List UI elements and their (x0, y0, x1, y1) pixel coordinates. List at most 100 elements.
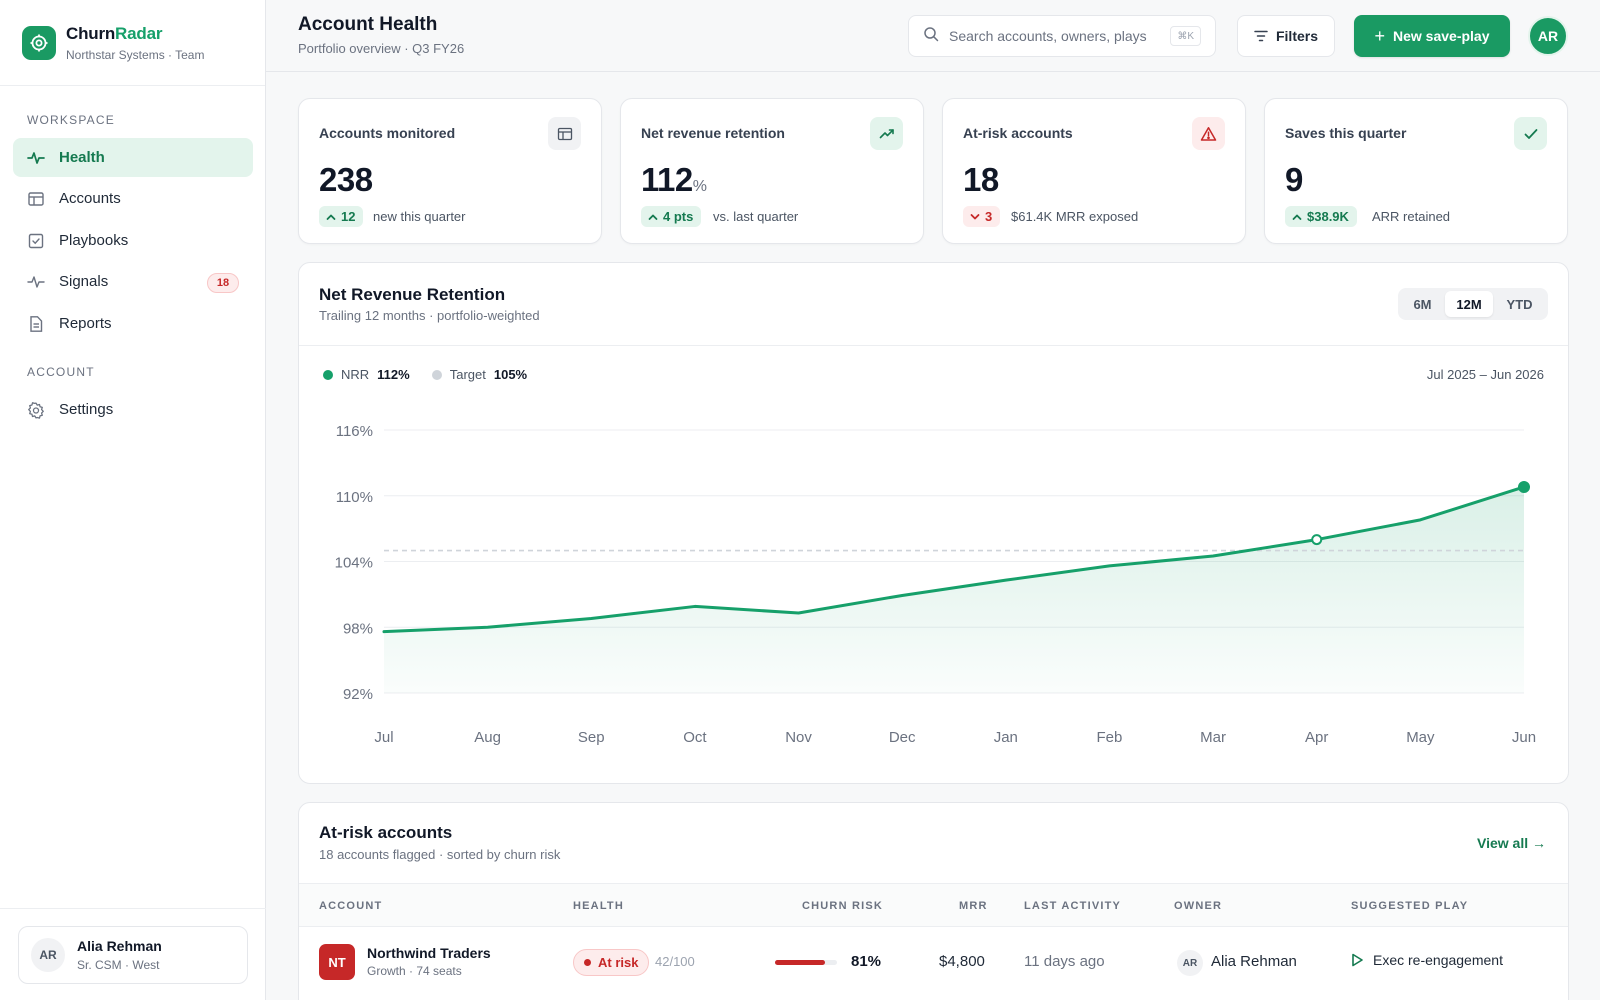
user-profile-card[interactable]: AR Alia Rehman Sr. CSM · West (18, 926, 248, 984)
brand-name: ChurnRadar (66, 23, 163, 43)
nrr-line (382, 485, 1526, 634)
kpi-card-accounts-monitored: Accounts monitored 238 12 new this quart… (298, 98, 602, 244)
brand-org: Northstar Systems · Team (66, 47, 205, 62)
sidebar-item-health[interactable]: Health (13, 138, 253, 177)
range-6m-button[interactable]: 6M (1413, 296, 1432, 312)
last-activity: 11 days ago (1024, 953, 1105, 970)
sidebar-item-label: Signals (59, 273, 109, 290)
top-header: Account Health Portfolio overview · Q3 F… (266, 0, 1600, 72)
table-header: ACCOUNT HEALTH CHURN RISK MRR LAST ACTIV… (299, 883, 1568, 927)
table-icon (548, 117, 581, 150)
health-status-badge: At risk (573, 949, 650, 976)
x-tick-label: Dec (889, 729, 916, 746)
legend-nrr-label: NRR (341, 367, 370, 382)
table-row[interactable]: NT Northwind Traders Growth · 74 seats A… (299, 927, 1568, 995)
document-icon (27, 315, 45, 333)
x-tick-label: Oct (683, 729, 707, 746)
chart-subtitle: Trailing 12 months · portfolio-weighted (319, 308, 540, 323)
nrr-data-point (1311, 534, 1323, 546)
sidebar-item-label: Settings (59, 401, 114, 418)
column-header-health[interactable]: HEALTH (573, 900, 624, 912)
sidebar-item-settings[interactable]: Settings (13, 390, 253, 429)
warning-icon (1192, 117, 1225, 150)
sidebar-item-reports[interactable]: Reports (13, 304, 253, 343)
chevron-down-icon (970, 213, 980, 219)
table-title: At-risk accounts (319, 823, 453, 842)
page-title: Account Health (298, 14, 438, 35)
x-tick-label: Feb (1097, 729, 1123, 746)
search-input[interactable] (949, 28, 1159, 44)
range-ytd-button[interactable]: YTD (1506, 296, 1533, 312)
x-tick-label: Jun (1512, 729, 1536, 746)
legend-target-dot (431, 369, 442, 380)
column-header-account[interactable]: ACCOUNT (319, 900, 383, 912)
page-subtitle: Portfolio overview · Q3 FY26 (298, 41, 465, 56)
signals-count-badge: 18 (207, 273, 239, 293)
legend-target-label: Target (449, 367, 486, 382)
kpi-delta-badge: 3 (963, 206, 1001, 227)
column-header-churn-risk[interactable]: CHURN RISK (802, 900, 884, 912)
kpi-delta-text: new this quarter (373, 209, 466, 224)
account-meta: Growth · 74 seats (367, 964, 462, 978)
owner-name: Alia Rehman (1211, 953, 1297, 970)
kpi-value: 9 (1285, 161, 1303, 198)
sidebar-item-playbooks[interactable]: Playbooks (13, 221, 253, 260)
legend-target-value: 105% (493, 367, 528, 382)
kpi-card-saves-this-quarter: Saves this quarter 9 $38.9K ARR retained (1264, 98, 1568, 244)
sidebar-item-signals[interactable]: Signals 18 (13, 262, 253, 301)
chevron-up-icon (326, 214, 336, 220)
new-save-play-button[interactable]: + New save-play (1354, 15, 1510, 57)
owner-avatar: AR (1177, 950, 1203, 976)
plus-icon: + (1374, 25, 1385, 46)
chart-date-range: Jul 2025 – Jun 2026 (1426, 367, 1544, 382)
kpi-delta-text: vs. last quarter (713, 209, 799, 224)
kpi-card-at-risk-accounts: At-risk accounts 18 3 $61.4K MRR exposed (942, 98, 1246, 244)
view-all-link[interactable]: View all → (1477, 835, 1546, 851)
x-tick-label: May (1406, 729, 1435, 746)
kpi-value: 238 (319, 161, 373, 198)
keyboard-shortcut-hint: ⌘K (1170, 26, 1201, 46)
header-user-avatar[interactable]: AR (1528, 16, 1568, 56)
chart-title: Net Revenue Retention (319, 285, 506, 304)
divider (299, 345, 1568, 346)
kpi-delta-badge: $38.9K (1285, 206, 1357, 227)
y-tick-label: 110% (336, 489, 373, 506)
chart-legend: NRR 112% Target 105% (323, 367, 549, 382)
divider (0, 908, 266, 909)
legend-nrr-value: 112% (377, 367, 410, 382)
kpi-delta-badge: 12 (319, 206, 364, 227)
range-segmented-control: 6M 12M YTD (1398, 288, 1548, 320)
column-header-suggested-play[interactable]: SUGGESTED PLAY (1351, 900, 1469, 912)
nrr-area (384, 486, 1524, 693)
sidebar-item-accounts[interactable]: Accounts (13, 179, 253, 218)
x-tick-label: Aug (474, 729, 501, 746)
column-header-mrr[interactable]: MRR (959, 900, 988, 912)
search-box[interactable]: ⌘K (908, 15, 1216, 57)
column-header-last-activity[interactable]: LAST ACTIVITY (1024, 900, 1122, 912)
kpi-label: Saves this quarter (1285, 125, 1407, 141)
range-12m-button[interactable]: 12M (1445, 291, 1493, 317)
filters-label: Filters (1275, 28, 1318, 44)
kpi-delta-badge: 4 pts (641, 206, 702, 227)
account-logo: NT (319, 944, 355, 980)
x-tick-label: Sep (578, 729, 605, 746)
kpi-label: Net revenue retention (641, 125, 785, 141)
y-tick-label: 116% (336, 423, 373, 440)
chevron-up-icon (648, 214, 658, 220)
y-tick-label: 98% (343, 620, 373, 637)
suggested-play-link[interactable]: Exec re-engagement (1351, 952, 1503, 968)
account-name[interactable]: Northwind Traders (367, 945, 491, 961)
sidebar-item-label: Reports (59, 315, 112, 332)
user-name: Alia Rehman (77, 938, 162, 954)
nrr-chart-card: Net Revenue Retention Trailing 12 months… (298, 262, 1569, 784)
x-tick-label: Mar (1200, 729, 1226, 746)
chevron-up-icon (1292, 214, 1302, 220)
churn-risk-value: 81% (851, 953, 882, 970)
activity-icon (27, 273, 45, 291)
nav-section-account: ACCOUNT (27, 365, 95, 379)
column-header-owner[interactable]: OWNER (1174, 900, 1223, 912)
kpi-value: 18 (963, 161, 999, 198)
filters-button[interactable]: Filters (1237, 15, 1335, 57)
x-tick-label: Apr (1305, 729, 1328, 746)
search-icon (923, 26, 939, 47)
